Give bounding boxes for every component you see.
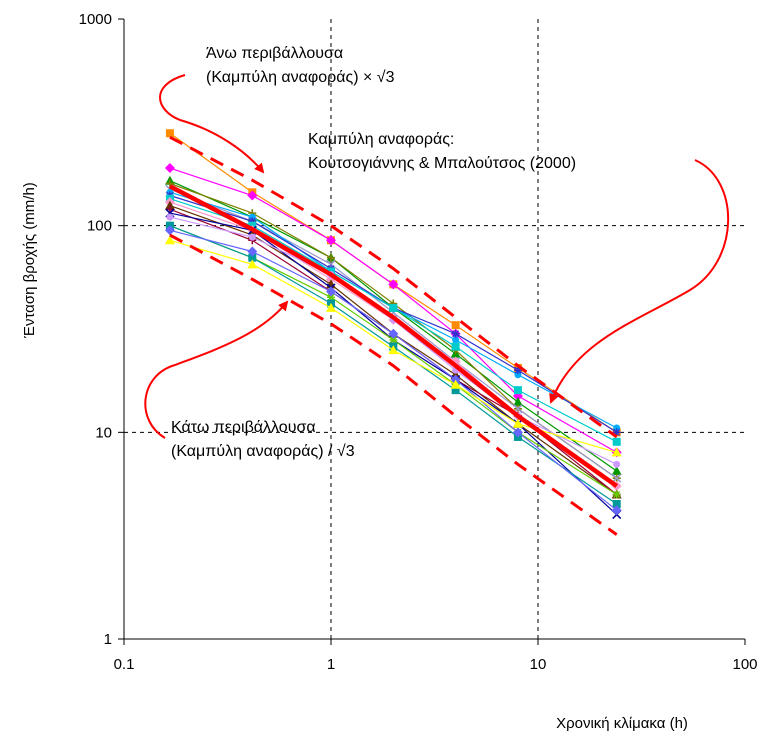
x-tick-label-2: 10 [530, 656, 547, 673]
series-point-16-0 [164, 235, 175, 245]
upper-envelope-line [169, 135, 618, 439]
series-layer [164, 129, 622, 520]
series-point-10-0 [165, 205, 174, 214]
lower-envelope-arrow [144, 300, 289, 439]
series-point-12-6 [613, 460, 621, 468]
series-point-1-2 [326, 235, 336, 246]
series-point-13-6 [612, 490, 621, 499]
x-tick-label-3: 100 [732, 656, 757, 673]
series-point-16-5 [512, 418, 523, 428]
series-point-16-1 [247, 259, 258, 269]
series-line-11 [169, 212, 618, 516]
series-point-6-6 [612, 428, 621, 437]
series-point-6-1 [248, 217, 257, 226]
series-point-12-0 [166, 213, 174, 221]
series-line-6 [169, 194, 618, 433]
x-axis-label: Χρονική κλίμακα (h) [556, 715, 688, 732]
y-tick-label-2: 100 [87, 218, 112, 235]
series-point-13-2 [327, 293, 335, 302]
series-point-1-1 [247, 190, 258, 201]
series-point-6-4 [451, 329, 460, 338]
series-point-14-4 [451, 386, 460, 395]
reference-curve-line [168, 184, 619, 488]
series-point-15-6 [611, 505, 622, 516]
y-axis-label: Ένταση βροχής (mm/h) [21, 182, 38, 339]
series-point-2-5 [512, 397, 523, 407]
series-point-7-6 [612, 437, 621, 446]
series-point-14-1 [248, 253, 257, 262]
series-point-6-5 [513, 366, 522, 375]
envelope-layer [169, 135, 618, 536]
series-point-2-6 [611, 465, 622, 475]
series-point-16-6 [611, 447, 622, 457]
series-point-5-4 [452, 336, 460, 344]
series-point-1-3 [388, 279, 399, 290]
upper-envelope-arrow [159, 74, 265, 174]
y-tick-label-3: 1000 [79, 11, 112, 28]
series-point-13-3 [389, 335, 398, 344]
annotation-arrows [144, 74, 730, 439]
series-point-5-5 [514, 371, 522, 379]
series-point-15-3 [388, 328, 399, 339]
series-point-15-0 [164, 225, 175, 236]
reference-label-1: Καμπύλη αναφοράς: [308, 131, 454, 148]
series-point-15-4 [450, 374, 461, 385]
annotations: Άνω περιβάλλουσα (Καμπύλη αναφοράς) × √3… [171, 45, 576, 460]
upper-envelope-label-2: (Καμπύλη αναφοράς) × √3 [206, 69, 395, 86]
lower-envelope-line [169, 233, 618, 536]
series-point-0-0 [165, 129, 174, 138]
series-point-12-1 [248, 233, 256, 241]
lower-envelope-label-1: Κάτω περιβάλλουσα [171, 419, 316, 436]
series-point-7-5 [513, 386, 522, 395]
series-point-4-6 [612, 473, 622, 483]
lower-envelope-label-2: (Καμπύλη αναφοράς) / √3 [171, 443, 355, 460]
series-point-15-2 [326, 286, 336, 297]
series-point-14-6 [612, 500, 621, 509]
series-point-16-3 [388, 345, 399, 355]
upper-envelope-label-1: Άνω περιβάλλουσα [206, 45, 343, 62]
series-point-7-3 [389, 303, 398, 312]
y-tick-label-0: 1 [104, 631, 112, 648]
series-point-1-0 [164, 163, 175, 174]
series-point-16-4 [450, 379, 461, 389]
series-point-3-0 [165, 179, 174, 188]
series-point-9-0 [164, 200, 175, 210]
x-tick-label-0: 0.1 [114, 656, 135, 673]
series-point-0-4 [451, 321, 460, 330]
series-point-15-5 [512, 427, 523, 438]
y-tick-label-1: 10 [95, 424, 112, 441]
reference-curve-arrow [549, 159, 730, 404]
reference-layer [168, 184, 619, 488]
x-tick-label-1: 1 [327, 656, 335, 673]
series-point-16-2 [326, 302, 336, 312]
series-point-3-2 [327, 253, 335, 262]
series-point-7-4 [451, 342, 460, 351]
series-point-15-1 [247, 246, 258, 257]
reference-label-2: Κουτσογιάννης & Μπαλούτσος (2000) [308, 155, 576, 172]
